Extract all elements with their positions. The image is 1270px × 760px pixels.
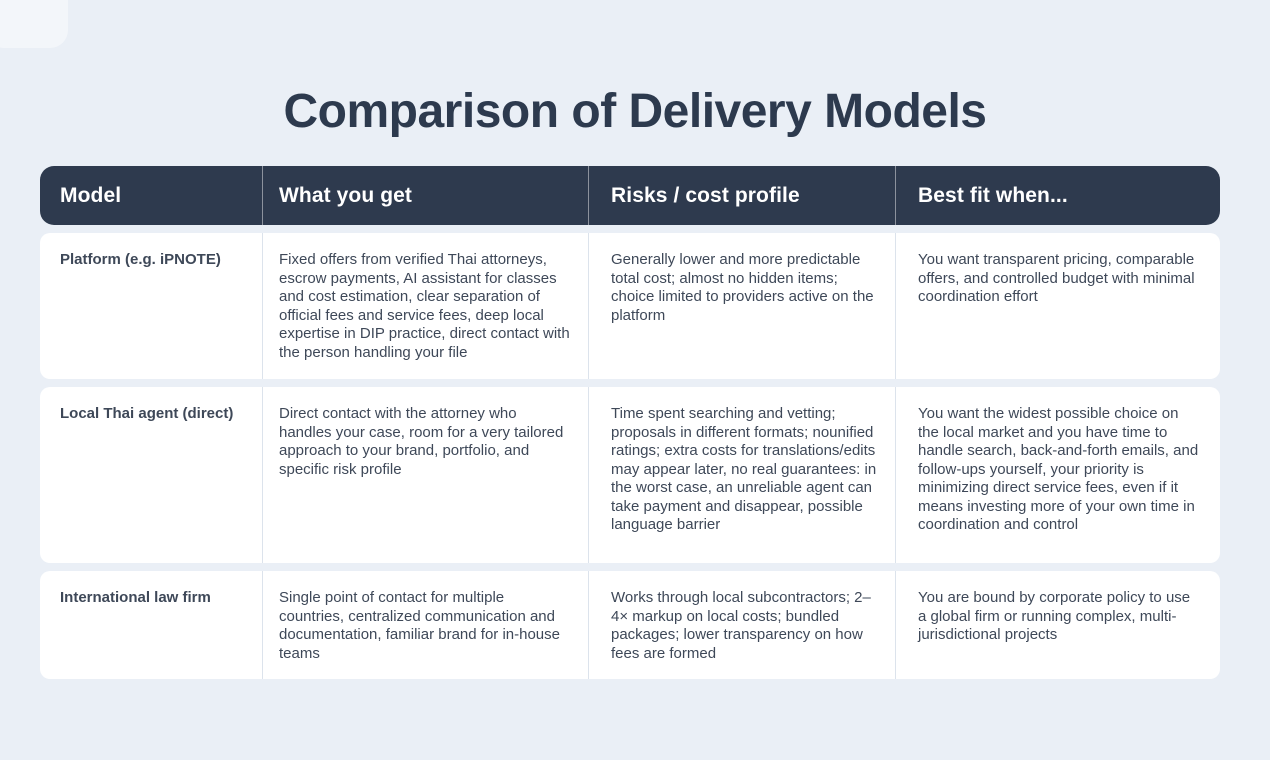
cell-best-fit: You want transparent pricing, comparable… [895, 233, 1220, 379]
page-title: Comparison of Delivery Models [283, 85, 988, 138]
header-cell-what-you-get: What you get [262, 166, 588, 225]
cell-risks: Generally lower and more predictable tot… [588, 233, 895, 379]
cell-best-fit: You are bound by corporate policy to use… [895, 571, 1220, 679]
cell-what-you-get: Fixed offers from verified Thai attorney… [262, 233, 588, 379]
header-cell-risks: Risks / cost profile [588, 166, 895, 225]
corner-decoration [0, 0, 68, 48]
cell-model: International law firm [60, 589, 211, 606]
table-row-platform: Platform (e.g. iPNOTE) Fixed offers from… [40, 233, 1220, 379]
header-cell-best-fit: Best fit when... [895, 166, 1220, 225]
cell-what-you-get: Single point of contact for multiple cou… [262, 571, 588, 679]
cell-what-you-get: Direct contact with the attorney who han… [262, 387, 588, 563]
comparison-table: Model What you get Risks / cost profile … [40, 166, 1220, 687]
cell-model: Local Thai agent (direct) [60, 405, 234, 422]
header-cell-model: Model [60, 183, 122, 207]
cell-best-fit: You want the widest possible choice on t… [895, 387, 1220, 563]
cell-model: Platform (e.g. iPNOTE) [60, 251, 221, 268]
cell-risks: Time spent searching and vetting; propos… [588, 387, 895, 563]
table-row-international-firm: International law firm Single point of c… [40, 571, 1220, 679]
table-header-row: Model What you get Risks / cost profile … [40, 166, 1220, 225]
cell-risks: Works through local subcontractors; 2–4×… [588, 571, 895, 679]
table-row-local-agent: Local Thai agent (direct) Direct contact… [40, 387, 1220, 563]
